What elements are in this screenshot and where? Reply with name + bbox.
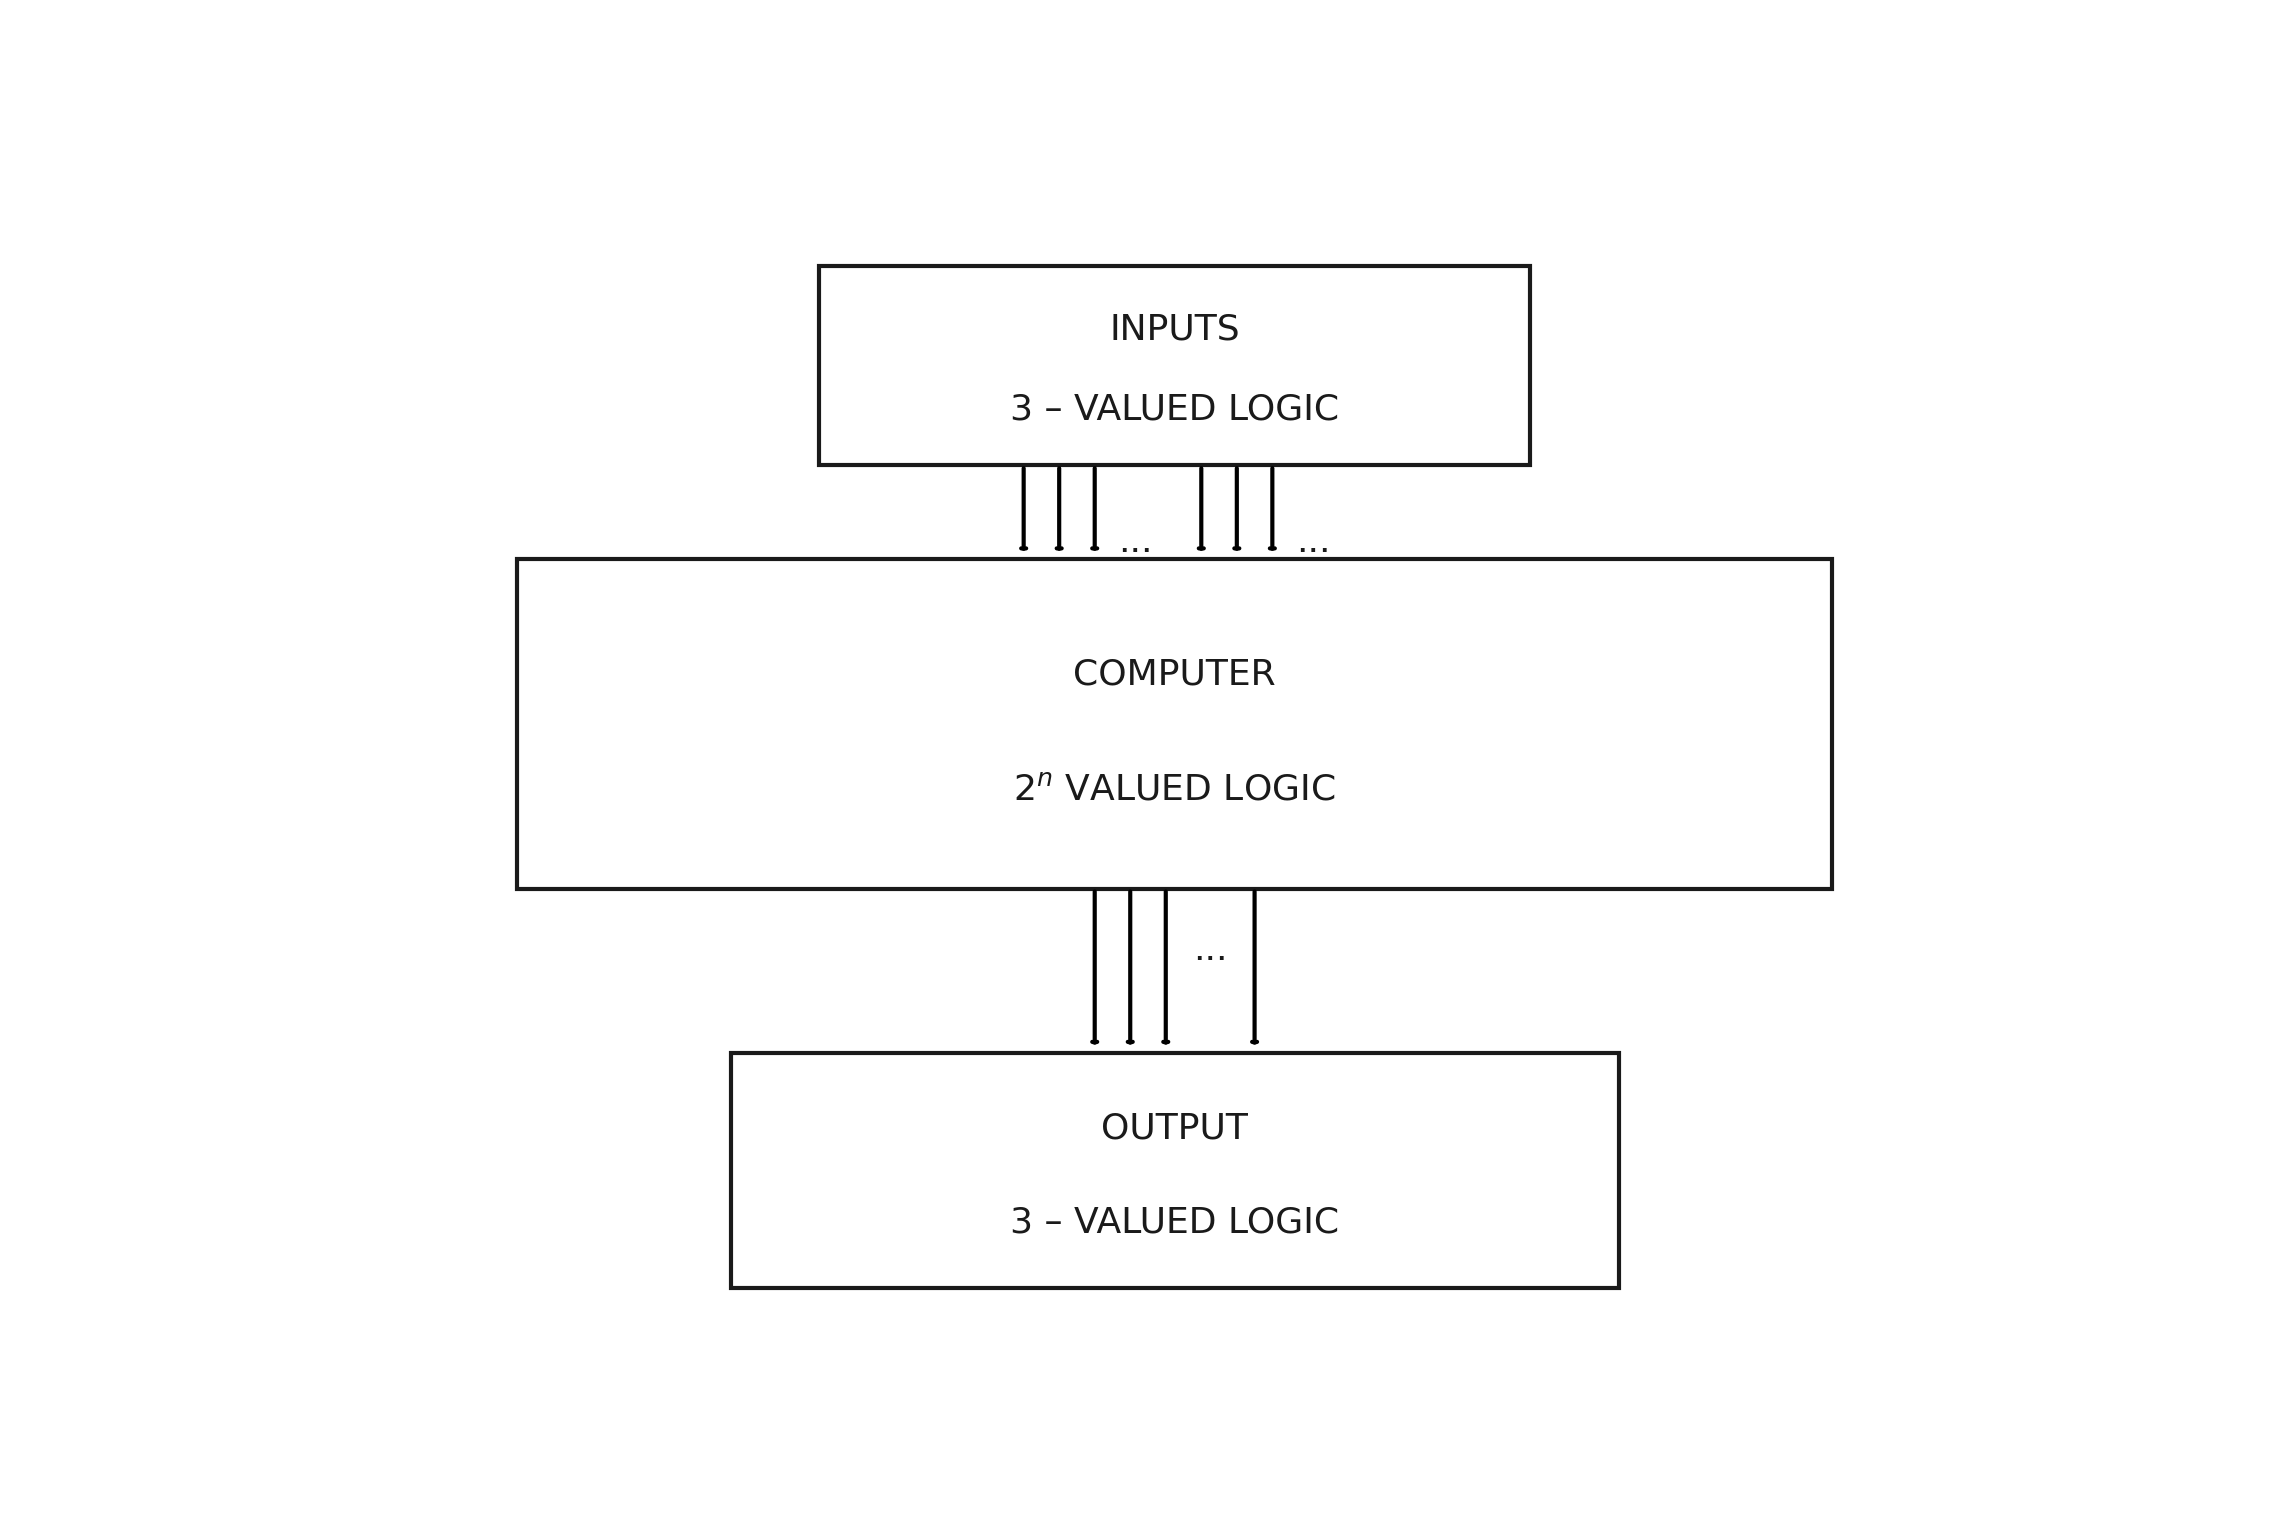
Text: COMPUTER: COMPUTER [1073, 658, 1277, 692]
Text: ...: ... [1295, 525, 1329, 559]
Bar [821, 266, 1531, 466]
Text: 3 – VALUED LOGIC: 3 – VALUED LOGIC [1011, 1206, 1339, 1240]
Text: $2^n$ VALUED LOGIC: $2^n$ VALUED LOGIC [1013, 773, 1336, 806]
Bar [731, 1054, 1618, 1289]
Bar [518, 559, 1831, 889]
Text: 3 – VALUED LOGIC: 3 – VALUED LOGIC [1011, 392, 1339, 426]
Text: OUTPUT: OUTPUT [1100, 1112, 1249, 1145]
Text: INPUTS: INPUTS [1109, 313, 1240, 347]
Text: ...: ... [1118, 525, 1153, 559]
Text: ...: ... [1192, 933, 1229, 967]
